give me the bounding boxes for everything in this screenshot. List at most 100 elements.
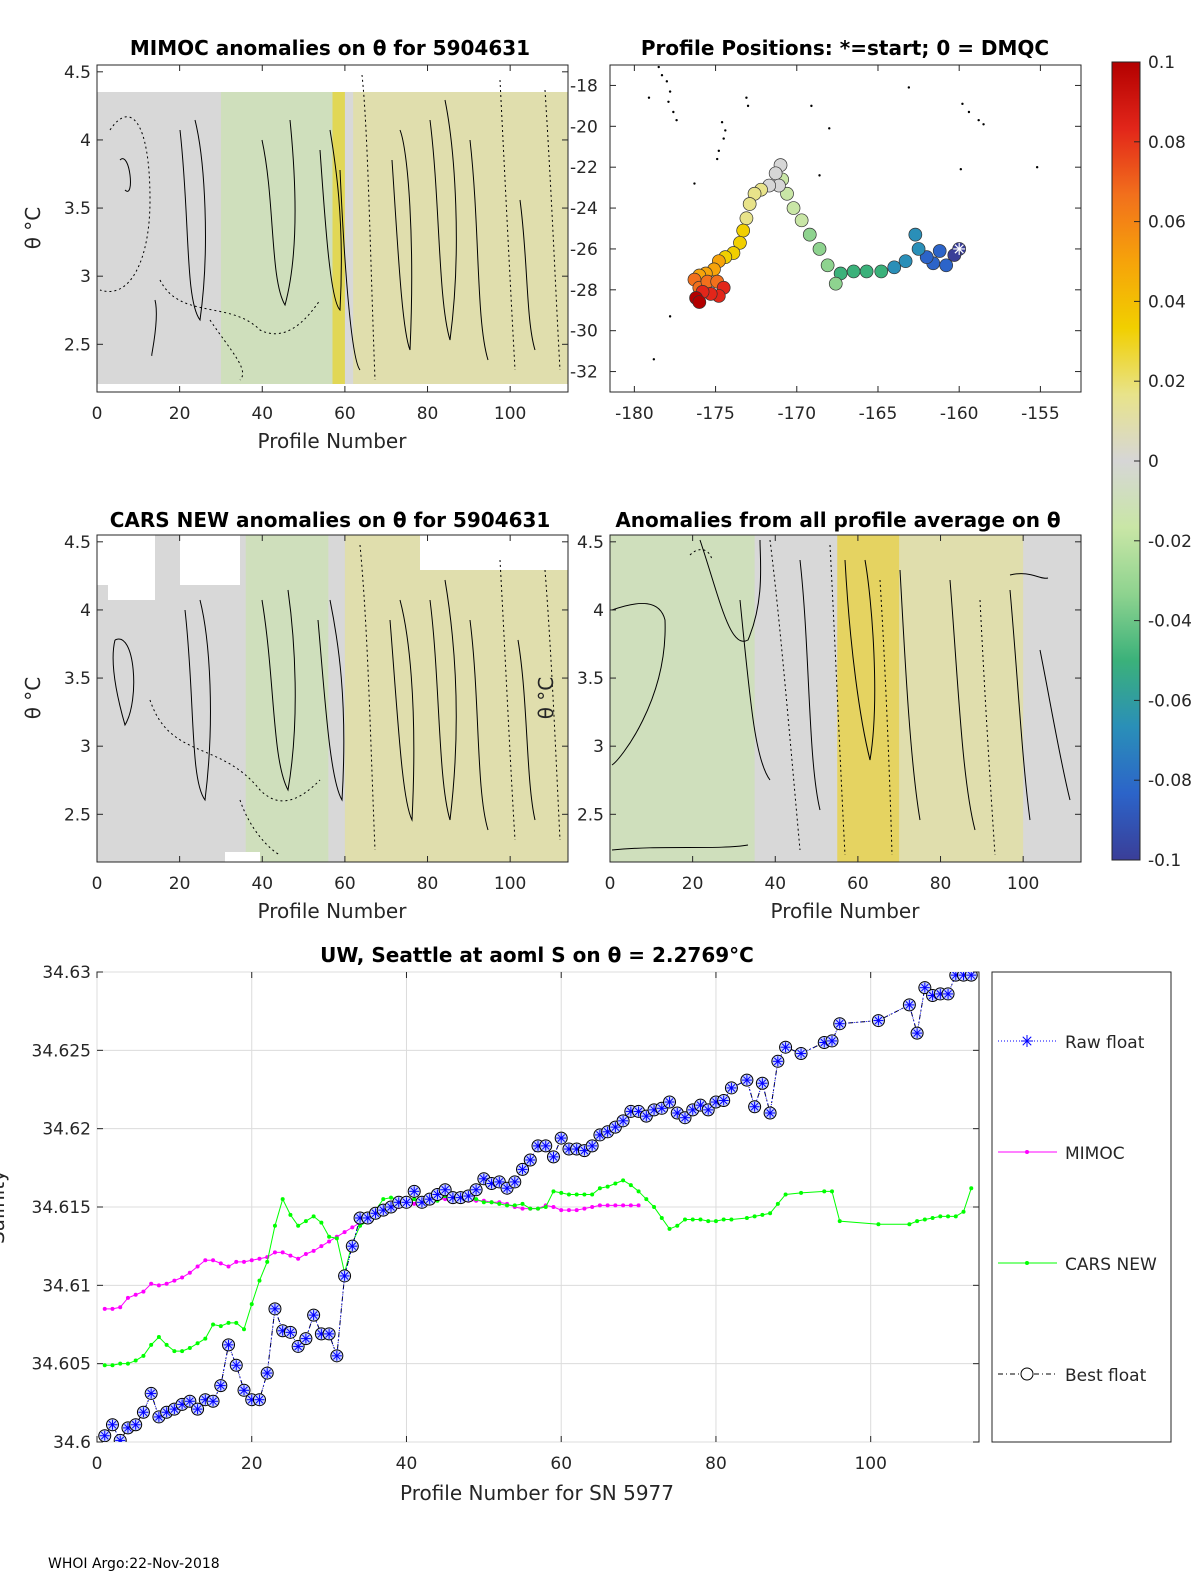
y-tick-label: -28	[570, 281, 598, 301]
x-tick-label: 20	[169, 874, 191, 894]
cars-point	[876, 1222, 881, 1227]
cars-point	[358, 1223, 363, 1228]
mimoc-point	[520, 1206, 525, 1211]
x-tick-label: 100	[854, 1454, 886, 1474]
mimoc-point	[149, 1281, 154, 1286]
y-tick-label: -22	[570, 158, 598, 178]
cars-point	[830, 1189, 834, 1194]
cars-point	[528, 1206, 533, 1211]
mimoc-point	[272, 1250, 277, 1255]
cars-point	[381, 1197, 386, 1202]
plot-frame	[96, 534, 569, 863]
cars-point	[497, 1201, 502, 1206]
raw-float-point	[286, 1328, 295, 1337]
raw-float-point	[271, 1304, 279, 1313]
raw-float-point	[750, 1102, 759, 1111]
map-marks	[647, 65, 1039, 361]
mimoc-point	[574, 1208, 579, 1213]
raw-float-point	[263, 1369, 272, 1377]
raw-float-point	[588, 1142, 597, 1150]
panel-cars-anomalies: CARS NEW anomalies on θ for 5904631	[21, 508, 569, 923]
mimoc-point	[597, 1203, 602, 1208]
x-tick-label: 40	[251, 404, 273, 424]
mimoc-point	[218, 1261, 223, 1266]
climatology-point	[967, 110, 971, 114]
profile-position	[820, 258, 835, 273]
raw-float-point	[495, 1178, 504, 1186]
mimoc-point	[636, 1203, 641, 1208]
raw-float-point	[657, 1104, 666, 1113]
colorbar-tick-label: 0.08	[1148, 133, 1186, 153]
panel-title: Profile Positions: *=start; 0 = DMQC	[641, 36, 1049, 60]
raw-float-point	[913, 1029, 921, 1037]
y-tick-label: 34.6	[53, 1433, 91, 1453]
mimoc-point	[110, 1306, 115, 1311]
raw-float-point	[874, 1016, 883, 1025]
y-axis-label: θ °C	[21, 677, 45, 720]
profile-position	[802, 227, 817, 242]
cars-point	[752, 1214, 757, 1219]
panel-profile-positions: Profile Positions: *=start; 0 = DMQC -18…	[570, 36, 1082, 424]
climatology-point	[715, 157, 719, 161]
y-tick-label: 34.61	[42, 1276, 91, 1296]
raw-float-point	[100, 1431, 109, 1440]
raw-float-point	[332, 1351, 341, 1360]
cars-point	[334, 1236, 339, 1241]
cars-point	[180, 1349, 185, 1354]
cars-point	[938, 1214, 943, 1219]
cars-point	[412, 1197, 417, 1202]
colorbar-tick-label: -0.08	[1148, 771, 1192, 791]
legend-item: MIMOC	[998, 1144, 1125, 1164]
y-tick-label: 2.5	[64, 805, 91, 825]
raw-float-point	[619, 1116, 627, 1125]
x-tick-label: 20	[241, 1454, 263, 1474]
cars-point	[296, 1223, 301, 1228]
cars-point	[257, 1278, 262, 1283]
profile-position	[736, 223, 751, 238]
x-tick-label: 40	[396, 1454, 418, 1474]
mimoc-point	[242, 1259, 246, 1264]
profile-position	[742, 197, 757, 211]
cars-point	[303, 1219, 308, 1224]
mimoc-point	[621, 1203, 626, 1208]
mimoc-point	[102, 1306, 107, 1311]
climatology-point	[668, 90, 672, 93]
cars-point	[628, 1183, 633, 1188]
cars-point	[582, 1192, 587, 1197]
raw-float-point	[781, 1043, 790, 1052]
colorbar-tick-label: -0.04	[1148, 612, 1192, 632]
profile-position	[919, 250, 934, 264]
mimoc-point	[628, 1203, 633, 1208]
x-tick-label: 40	[764, 874, 786, 894]
cars-point	[102, 1363, 107, 1368]
cars-point	[760, 1212, 765, 1217]
y-tick-label: 4	[80, 601, 91, 621]
cars-point	[211, 1322, 216, 1327]
mimoc-point	[296, 1256, 301, 1261]
legend-item: CARS NEW	[998, 1255, 1157, 1275]
cars-point	[721, 1217, 726, 1222]
raw-float-point	[727, 1084, 736, 1092]
x-tick-label: 80	[705, 1454, 727, 1474]
climatology-point	[657, 65, 660, 69]
climatology-point	[668, 315, 672, 318]
climatology-point	[647, 96, 651, 99]
mimoc-point	[118, 1305, 123, 1310]
x-tick-label: 20	[169, 404, 191, 424]
y-tick-label: -32	[570, 363, 598, 383]
profile-position	[794, 213, 809, 228]
profile-position	[846, 264, 861, 279]
raw-float-point	[108, 1420, 117, 1429]
cars-point	[744, 1215, 749, 1220]
cars-point	[141, 1353, 146, 1358]
colorbar: 0.1 0.08 0.06 0.04 0.02 0 -0.02 -0.04 -0.06 -0.08…	[1111, 53, 1192, 871]
mimoc-point	[172, 1278, 177, 1283]
x-tick-label: 0	[92, 874, 103, 894]
cars-point	[203, 1336, 208, 1341]
cars-point	[218, 1324, 223, 1329]
mimoc-point	[164, 1281, 169, 1286]
raw-float-point	[201, 1395, 210, 1404]
panel-title: MIMOC anomalies on θ for 5904631	[130, 36, 530, 60]
x-tick-label: -155	[1021, 404, 1060, 424]
cars-point	[930, 1215, 935, 1220]
